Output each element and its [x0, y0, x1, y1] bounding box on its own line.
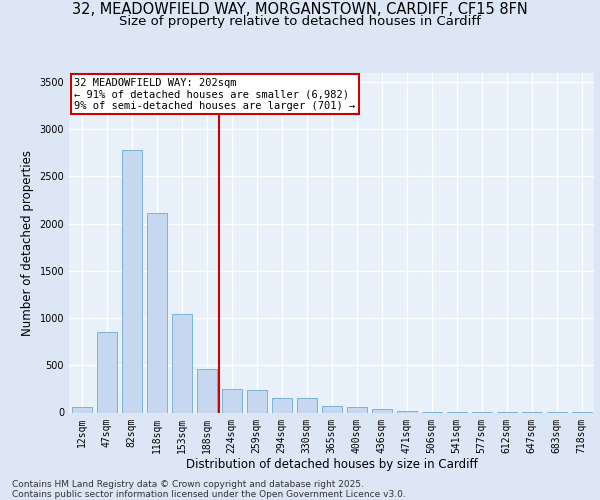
Bar	[347, 408, 367, 412]
Bar	[271, 398, 292, 412]
Text: Contains HM Land Registry data © Crown copyright and database right 2025.
Contai: Contains HM Land Registry data © Crown c…	[12, 480, 406, 499]
Bar	[71, 408, 91, 412]
Bar	[121, 150, 142, 412]
X-axis label: Distribution of detached houses by size in Cardiff: Distribution of detached houses by size …	[185, 458, 478, 471]
Bar	[146, 213, 167, 412]
Bar	[221, 390, 241, 412]
Bar	[247, 390, 266, 412]
Bar	[322, 406, 341, 412]
Bar	[197, 369, 217, 412]
Y-axis label: Number of detached properties: Number of detached properties	[21, 150, 34, 336]
Bar	[397, 411, 416, 412]
Bar	[296, 398, 317, 412]
Bar	[371, 409, 392, 412]
Bar	[172, 314, 191, 412]
Text: Size of property relative to detached houses in Cardiff: Size of property relative to detached ho…	[119, 15, 481, 28]
Text: 32, MEADOWFIELD WAY, MORGANSTOWN, CARDIFF, CF15 8FN: 32, MEADOWFIELD WAY, MORGANSTOWN, CARDIF…	[72, 2, 528, 18]
Bar	[97, 332, 116, 412]
Text: 32 MEADOWFIELD WAY: 202sqm
← 91% of detached houses are smaller (6,982)
9% of se: 32 MEADOWFIELD WAY: 202sqm ← 91% of deta…	[74, 78, 355, 111]
